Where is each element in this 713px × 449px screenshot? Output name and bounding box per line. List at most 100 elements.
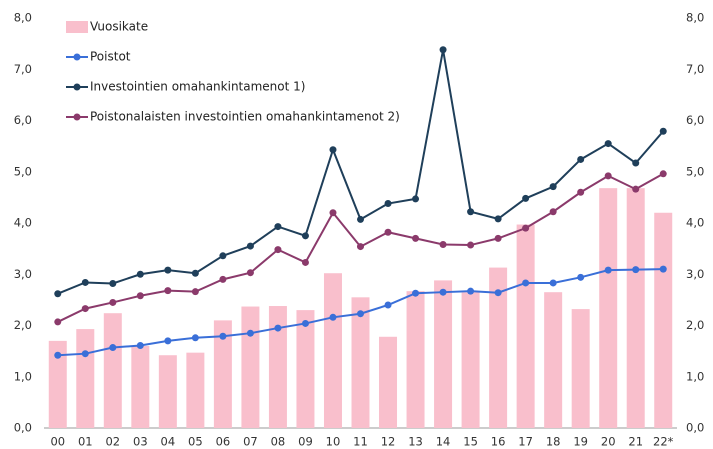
x-tick-label: 18 [546,435,561,449]
point [301,232,309,240]
x-tick-label: 06 [216,435,231,449]
point [549,279,557,287]
legend-label: Poistonalaisten investointien omahankint… [90,110,400,124]
bar [379,336,398,428]
point [357,310,364,318]
point [136,270,144,278]
x-tick-label: 10 [326,435,341,449]
point [109,279,117,287]
point [549,183,557,191]
y-tick-label: 6,0 [14,113,32,127]
x-tick-label: 13 [408,435,423,449]
x-tick-label: 09 [298,435,313,449]
point [81,305,89,313]
x-tick-label: 14 [436,435,451,449]
point [384,228,392,236]
x-tick-label: 12 [381,435,396,449]
x-tick-label: 07 [243,435,258,449]
y-tick-label: 1,0 [14,369,32,383]
x-tick-label: 00 [50,435,65,449]
point [494,234,502,242]
point [604,140,612,148]
point [219,275,227,283]
x-tick-label: 21 [628,435,643,449]
point [632,159,640,167]
legend-label: Investointien omahankintamenot 1) [90,80,305,94]
bar [516,224,535,428]
point [246,329,254,337]
x-tick-label: 17 [518,435,533,449]
point [522,224,530,232]
point [164,337,172,345]
y2-tick-label: 0,0 [686,421,704,435]
bar [186,352,205,428]
y-tick-label: 5,0 [14,164,32,178]
point [412,234,420,242]
bar [158,355,177,428]
point [54,318,62,326]
legend-swatch [73,113,81,121]
x-tick-label: 16 [491,435,506,449]
bar [241,306,260,428]
point [632,266,640,274]
x-tick-label: 15 [463,435,478,449]
point [384,301,392,309]
legend-swatch [73,83,81,91]
point [467,287,475,295]
legend-swatch [66,21,88,33]
point [274,324,282,332]
point [439,241,447,249]
point [604,266,612,274]
bar [268,306,287,428]
bar [131,346,150,428]
y2-tick-label: 8,0 [686,11,704,25]
y2-tick-label: 1,0 [686,369,704,383]
x-tick-label: 03 [133,435,148,449]
point [219,252,227,260]
point [81,350,89,358]
y2-tick-label: 7,0 [686,62,704,76]
point [577,273,585,281]
point [659,265,667,273]
y-tick-label: 0,0 [14,421,32,435]
point [54,351,62,359]
point [357,243,364,251]
point [164,266,172,274]
legend-label: Poistot [90,50,131,64]
y-tick-label: 8,0 [14,11,32,25]
point [301,258,309,266]
x-tick-label: 04 [161,435,176,449]
point [191,334,199,342]
point [246,242,254,250]
bar [351,297,370,428]
bar [599,188,618,428]
point [439,288,447,296]
point [549,208,557,216]
point [136,341,144,349]
point [467,208,475,216]
x-tick-label: 22* [653,435,674,449]
x-tick-label: 08 [271,435,286,449]
x-tick-label: 02 [105,435,120,449]
y2-tick-label: 3,0 [686,267,704,281]
legend: Vuosikate Poistot Investointien omahankint… [66,20,400,124]
point [81,278,89,286]
point [329,146,337,154]
y2-tick-label: 5,0 [686,164,704,178]
legend-swatch [73,53,81,61]
bar [296,310,315,428]
bar [323,273,342,428]
bar [103,313,122,428]
point [301,319,309,327]
point [659,127,667,135]
point [577,155,585,163]
x-tick-label: 01 [78,435,93,449]
bar [544,292,563,428]
point [439,46,447,54]
bar [571,309,590,428]
x-tick-label: 05 [188,435,203,449]
x-tick-label: 20 [601,435,616,449]
bar [76,329,95,428]
point [494,215,502,223]
bar [213,320,232,428]
